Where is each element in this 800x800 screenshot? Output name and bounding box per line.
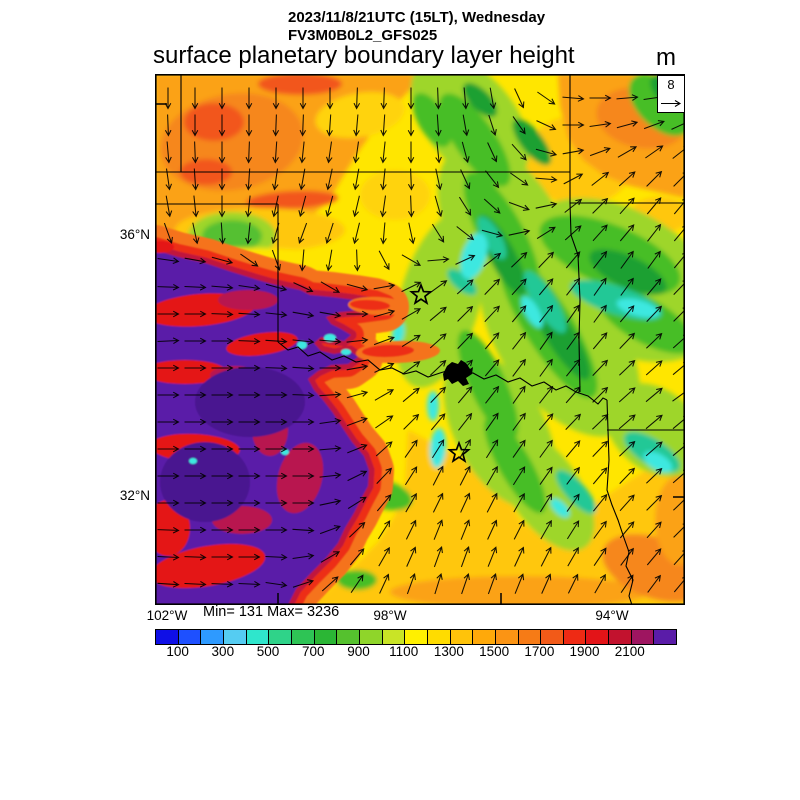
colorbar-tick-label: 300 xyxy=(211,644,235,659)
colorbar-cell xyxy=(337,630,360,644)
colorbar-cell xyxy=(156,630,179,644)
colorbar-cell xyxy=(359,630,383,644)
colorbar-cell xyxy=(609,630,632,644)
colorbar-tick-label: 1500 xyxy=(479,644,510,659)
colorbar xyxy=(155,629,677,645)
colorbar-tick-label: 700 xyxy=(301,644,325,659)
colorbar-cell xyxy=(450,630,474,644)
colorbar-tick-label: 1900 xyxy=(569,644,600,659)
colorbar-tick-label: 500 xyxy=(256,644,280,659)
colorbar-tick-label: 1700 xyxy=(524,644,555,659)
page-title: surface planetary boundary layer height xyxy=(153,42,575,69)
colorbar-cell xyxy=(427,630,451,644)
units-label: m xyxy=(656,44,676,71)
colorbar-tick-label: 900 xyxy=(347,644,370,659)
colorbar-tick-label: 1100 xyxy=(389,644,419,659)
colorbar-cell xyxy=(246,630,270,644)
minmax-stats: Min= 131 Max= 3236 xyxy=(203,604,340,620)
colorbar-tick-label: 1300 xyxy=(433,644,464,659)
colorbar-cell xyxy=(473,630,496,644)
colorbar-tick-label: 100 xyxy=(166,644,189,659)
colorbar-cell xyxy=(654,630,677,644)
datetime-title: 2023/11/8/21UTC (15LT), Wednesday xyxy=(288,9,546,26)
colorbar-cell xyxy=(541,630,564,644)
colorbar-cell xyxy=(178,630,202,644)
colorbar-cell xyxy=(518,630,542,644)
colorbar-cell xyxy=(631,630,655,644)
lake-marker xyxy=(443,360,473,386)
station-star-marker xyxy=(409,282,433,306)
colorbar-cell xyxy=(291,630,315,644)
station-star-marker xyxy=(447,440,471,464)
map-plot xyxy=(155,74,685,605)
colorbar-cell xyxy=(201,630,224,644)
lat-axis-label: 32°N xyxy=(119,488,150,503)
colorbar-cell xyxy=(223,630,247,644)
colorbar-cell xyxy=(269,630,292,644)
wind-reference-value: 8 xyxy=(667,77,675,92)
colorbar-cell xyxy=(495,630,519,644)
colorbar-cell xyxy=(382,630,406,644)
wind-reference-arrow-icon xyxy=(661,100,682,107)
colorbar-cell xyxy=(563,630,587,644)
model-run-title: FV3M0B0L2_GFS025 xyxy=(288,27,438,44)
lon-axis-label: 102°W xyxy=(146,608,188,623)
colorbar-cell xyxy=(405,630,428,644)
wind-reference-legend: 8 xyxy=(657,75,685,113)
colorbar-cell xyxy=(586,630,610,644)
lon-axis-label: 94°W xyxy=(595,608,629,623)
colorbar-tick-label: 2100 xyxy=(614,644,645,659)
wind-vectors xyxy=(157,87,685,595)
lat-axis-label: 36°N xyxy=(119,227,150,242)
lon-axis-label: 98°W xyxy=(373,608,407,623)
colorbar-cell xyxy=(314,630,338,644)
